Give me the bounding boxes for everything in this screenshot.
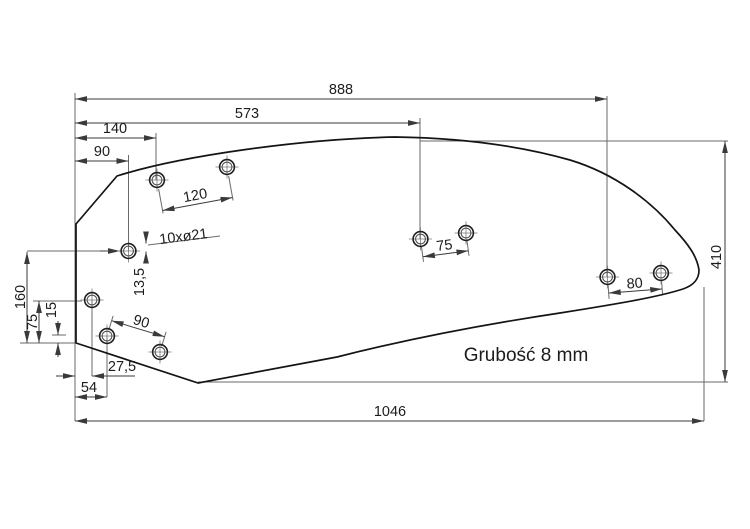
dim-573-label: 573 [235,106,259,122]
hole-marker [596,265,619,289]
dim-120-label: 120 [182,186,209,206]
holes [80,155,673,364]
dim-410-label: 410 [709,245,725,269]
dim-140-label: 140 [103,121,127,137]
dimension-labels: 888 573 140 90 120 10xø21 13,5 160 75 15… [13,82,725,420]
dim-90-top-label: 90 [94,144,110,160]
dim-27-5-label: 27,5 [108,359,136,375]
dim-888-label: 888 [329,82,353,98]
hole-marker [215,155,239,179]
dim-54-label: 54 [81,380,97,396]
dim-90-bottom-label: 90 [131,312,151,332]
dim-15-label: 15 [44,302,60,318]
hole-marker [117,239,140,263]
dim-75-left-label: 75 [25,314,41,330]
dim-160-label: 160 [13,285,29,309]
hole-spec-label: 10xø21 [158,226,208,248]
dim-13-5-label: 13,5 [132,268,148,296]
dimension-lines [24,96,728,424]
dim-1046-label: 1046 [374,404,406,420]
hole-marker [454,221,478,245]
hole-marker [95,324,119,348]
hole-marker [80,288,104,312]
hole-marker [409,227,432,251]
thickness-note: Grubość 8 mm [464,345,589,366]
hole-marker [148,340,172,364]
dim-75-mid-label: 75 [435,237,453,255]
dim-80-label: 80 [626,275,643,292]
hole-marker [145,168,169,192]
part-outline [75,136,700,384]
hole-marker [649,261,673,285]
